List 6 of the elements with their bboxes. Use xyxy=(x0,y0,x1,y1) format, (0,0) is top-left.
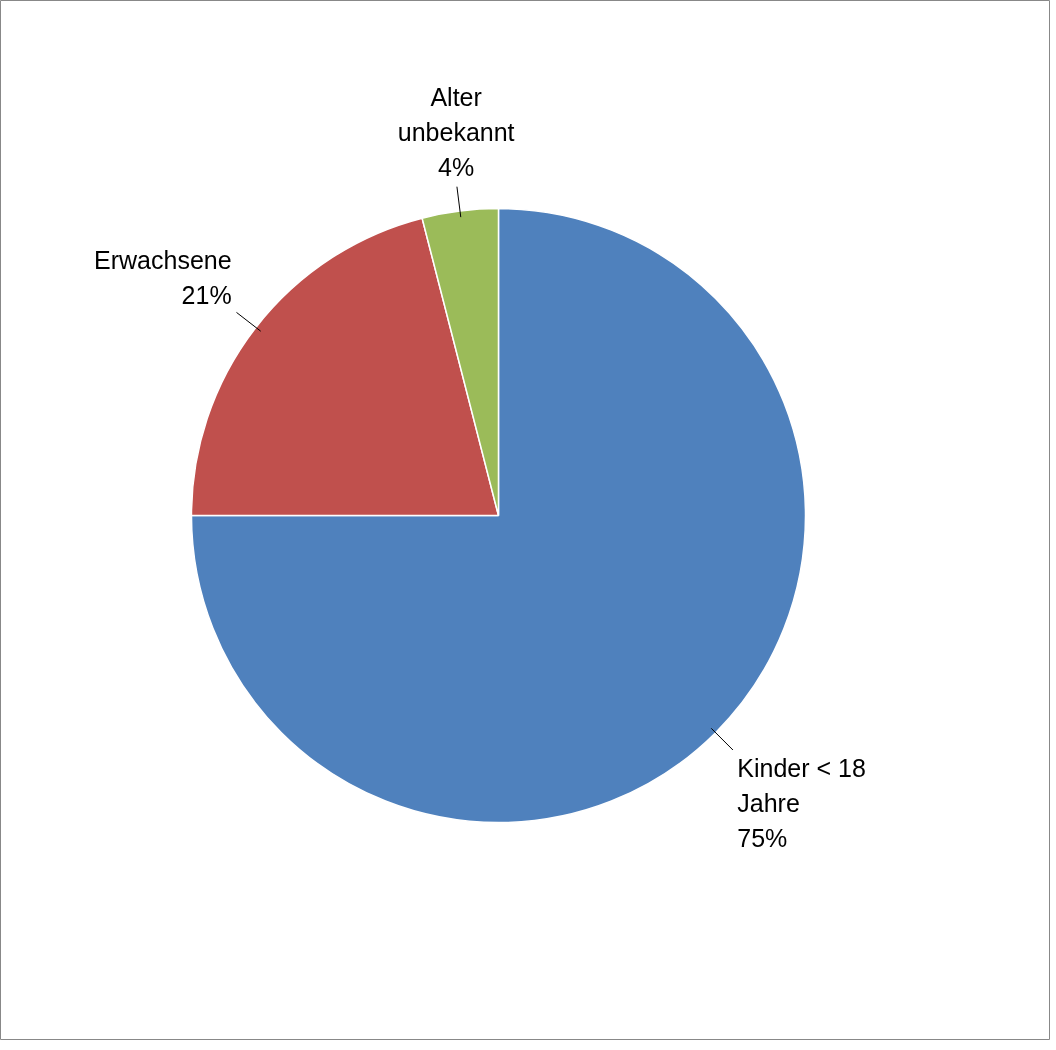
data-label: 75% xyxy=(737,824,788,853)
data-label: 21% xyxy=(181,280,232,309)
data-label: 4% xyxy=(438,152,475,181)
slice-label: Erwachsene xyxy=(94,245,232,274)
slice-label: Kinder < 18 Jahre xyxy=(737,754,866,818)
slice-label: Alter unbekannt xyxy=(397,82,515,146)
